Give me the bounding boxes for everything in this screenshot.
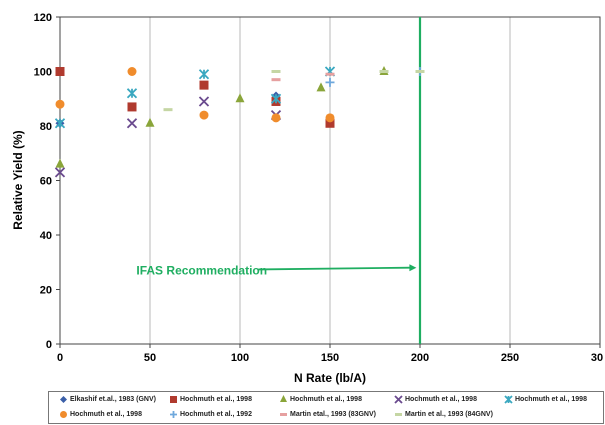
legend-marker (504, 395, 513, 404)
data-point-series-8 (271, 78, 281, 82)
legend-marker (394, 395, 403, 404)
data-point-series-5 (270, 93, 282, 104)
data-point-series-6 (271, 113, 281, 123)
y-tick-label: 0 (46, 339, 52, 351)
data-point-series-3 (55, 158, 65, 168)
annotation-arrow-line (258, 266, 411, 271)
data-point-series-7 (325, 77, 335, 87)
data-point-series-4 (198, 96, 210, 107)
legend-label: Hochmuth et al., 1998 (70, 411, 142, 418)
scatter-chart: 0 50 100 150 200 250 30 0 20 40 60 80 100 120 N Rate… (11, 12, 603, 385)
data-point-series-9 (415, 70, 425, 73)
data-point-series-4 (54, 167, 66, 178)
data-point-series-6 (127, 67, 137, 76)
x-axis-title: N Rate (lb/A) (294, 371, 366, 385)
legend-item: Elkashif et.al., 1983 (GNV) (59, 395, 156, 404)
legend-label: Hochmuth et al., 1998 (405, 396, 477, 403)
data-point-series-2 (325, 118, 335, 128)
legend-item: Martin etal., 1993 (83GNV) (279, 410, 376, 419)
data-point-series-5 (198, 69, 210, 80)
y-axis-title: Relative Yield (%) (11, 130, 25, 229)
data-point-series-2 (199, 80, 209, 90)
data-point-series-5 (126, 88, 138, 99)
data-point-series-9 (163, 108, 173, 112)
data-point-series-6 (55, 99, 65, 109)
x-tick-label: 0 (57, 352, 63, 364)
data-point-series-8 (325, 72, 335, 76)
legend-label: Hochmuth et al., 1998 (180, 396, 252, 403)
legend-item: Hochmuth et al., 1998 (279, 395, 362, 404)
data-point-series-3 (316, 82, 326, 92)
y-tick-label: 120 (34, 12, 52, 24)
data-point-series-2 (127, 102, 137, 112)
legend-marker (280, 413, 287, 416)
legend-marker (60, 396, 67, 403)
data-point-series-2 (55, 67, 65, 76)
legend-label: Hochmuth et al., 1998 (290, 396, 362, 403)
legend-item: Hochmuth et al., 1992 (169, 410, 252, 419)
data-point-series-9 (379, 70, 389, 73)
legend-marker (60, 411, 67, 418)
y-tick-label: 20 (40, 285, 52, 297)
legend-marker (170, 396, 177, 403)
legend-label: Elkashif et.al., 1983 (GNV) (70, 396, 156, 403)
data-point-series-6 (199, 110, 209, 120)
legend-label: Hochmuth et al., 1992 (180, 411, 252, 418)
y-tick-label: 40 (40, 230, 52, 242)
legend-marker (170, 411, 177, 418)
x-tick-label: 50 (144, 352, 156, 364)
x-tick-label: 200 (411, 352, 429, 364)
ifas-recommendation-annotation: IFAS Recommendation (136, 263, 267, 277)
legend-label: Martin etal., 1993 (83GNV) (290, 411, 376, 418)
legend-marker (395, 413, 402, 416)
legend-item: Hochmuth et al., 1998 (59, 410, 142, 419)
data-point-series-9 (271, 70, 281, 73)
y-tick-label: 80 (40, 121, 52, 133)
legend-item: Hochmuth et al., 1998 (169, 395, 252, 404)
x-tick-label: 30 (591, 352, 603, 364)
legend-label: Martin et al., 1993 (84GNV) (405, 411, 493, 418)
x-tick-label: 100 (231, 352, 249, 364)
x-tick-label: 250 (501, 352, 519, 364)
x-tick-label: 150 (321, 352, 339, 364)
y-tick-label: 60 (40, 176, 52, 188)
legend-item: Martin et al., 1993 (84GNV) (394, 410, 493, 419)
legend-item: Hochmuth et al., 1998 (504, 395, 587, 404)
y-tick-label: 100 (34, 67, 52, 79)
legend-label: Hochmuth et al., 1998 (515, 396, 587, 403)
legend-item: Hochmuth et al., 1998 (394, 395, 477, 404)
data-point-series-6 (325, 113, 335, 123)
annotation-arrow-head (409, 264, 417, 272)
legend-marker (280, 395, 287, 402)
data-point-series-3 (235, 93, 245, 103)
data-point-series-3 (145, 117, 155, 127)
chart-legend: Elkashif et.al., 1983 (GNV) Hochmuth et a… (48, 391, 604, 424)
data-point-series-5 (54, 118, 66, 129)
data-point-series-4 (126, 118, 138, 129)
